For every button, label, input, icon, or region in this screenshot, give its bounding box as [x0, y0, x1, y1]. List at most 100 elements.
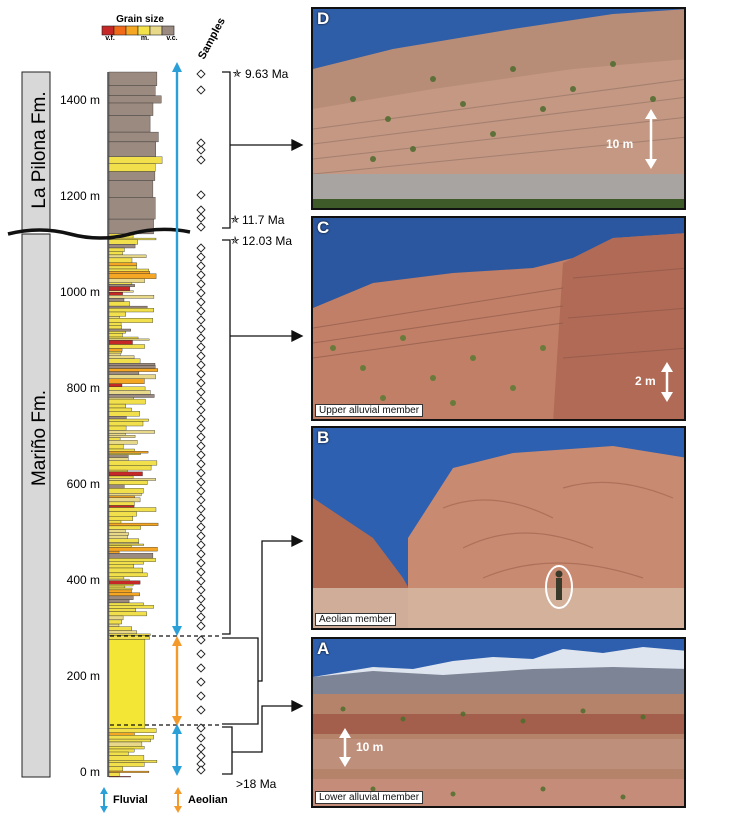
lithology-bed [108, 295, 155, 299]
lithology-bed [108, 95, 162, 104]
lithology-bed [108, 770, 150, 773]
lithology-bed [108, 611, 147, 617]
lithology-bed [108, 615, 124, 621]
lithology-bed [108, 480, 148, 485]
lithology-bed [108, 338, 150, 341]
fluvial-arrow-upper [172, 62, 182, 636]
lithology-bed [108, 585, 126, 589]
grain-size-title: Grain size [116, 14, 164, 25]
sample-diamond-icon [196, 723, 206, 733]
lithology-bed [108, 505, 135, 508]
lithology-bed [108, 587, 133, 591]
star-icon: ✯ [232, 68, 241, 80]
photo-d-scene [313, 9, 684, 208]
lithology-bed [108, 239, 138, 245]
bracket-lower [222, 699, 304, 775]
lithology-bed [108, 365, 156, 369]
lithology-bed [108, 460, 158, 466]
lithology-bed [108, 262, 137, 267]
lithology-bed [108, 635, 150, 640]
age-12-03: ✯ 12.03 Ma [230, 234, 292, 248]
lithology-bed [108, 738, 151, 743]
lithology-bed [108, 762, 145, 767]
depth-tick-1400: 1400 m [60, 93, 100, 107]
sample-diamond-icon [196, 297, 206, 307]
sample-diamond-icon [196, 612, 206, 622]
lithology-bed [108, 308, 154, 313]
lithology-bed [108, 411, 140, 417]
grain-size-swatch [137, 25, 151, 36]
lithology-bed [108, 760, 158, 763]
lithology-bed [108, 522, 159, 526]
unconformity-line [7, 227, 191, 240]
lithology-bed [108, 273, 157, 279]
depth-tick-200: 200 m [67, 669, 100, 683]
sample-diamond-icon [196, 743, 206, 753]
lithology-bed [108, 316, 120, 319]
sample-diamond-icon [196, 441, 206, 451]
lithology-bed [108, 397, 134, 400]
sample-diamond-icon [196, 594, 206, 604]
bracket-aeolian [222, 534, 304, 725]
lithology-bed [108, 553, 154, 559]
lithology-bed [108, 363, 156, 366]
sample-diamond-icon [196, 155, 206, 165]
lithology-bed [108, 497, 141, 503]
sample-diamond-icon [196, 765, 206, 775]
sample-diamond-icon [196, 405, 206, 415]
sample-diamond-icon [196, 558, 206, 568]
lithology-bed [108, 368, 158, 372]
sample-diamond-icon [196, 432, 206, 442]
lithology-bed [108, 623, 120, 627]
lithology-bed [108, 344, 145, 349]
photo-a-letter: A [317, 639, 330, 658]
lithology-bed [108, 471, 143, 477]
lithology-bed [108, 435, 136, 438]
age-label-12-03: 12.03 Ma [242, 234, 292, 248]
age-11-7: ✯ 11.7 Ma [230, 213, 284, 227]
sample-diamond-icon [196, 468, 206, 478]
lithology-bed [108, 547, 158, 552]
lithology-bed [108, 551, 120, 554]
sample-diamond-icon [196, 414, 206, 424]
lithology-bed [108, 741, 143, 747]
photo-b-caption: Aeolian member [315, 613, 396, 626]
depth-tick-400: 400 m [67, 573, 100, 587]
lithology-bed [108, 171, 156, 181]
lithology-bed [108, 453, 141, 455]
fluvial-arrow-lower [172, 724, 182, 776]
lithology-bed [108, 444, 124, 450]
lithology-bed [108, 430, 155, 434]
lithology-bed [108, 626, 132, 631]
lithology-bed [108, 311, 126, 317]
lithology-bed [108, 542, 139, 545]
person-highlight-icon [545, 565, 573, 609]
lithology-bed [108, 619, 122, 625]
lithology-bed [108, 352, 121, 356]
lithology-bed [108, 580, 141, 585]
lithology-bed [108, 576, 125, 580]
scale-arrow-icon [339, 728, 351, 767]
lithology-bed [108, 484, 125, 489]
photo-a-caption: Lower alluvial member [315, 791, 424, 804]
age-label-18: >18 Ma [236, 777, 277, 791]
sample-diamond-icon [196, 649, 206, 659]
photo-a: A 10 m Lower alluvial member [311, 637, 686, 808]
sample-diamond-icon [196, 576, 206, 586]
sample-diamond-icon [196, 222, 206, 232]
lithology-bed [108, 538, 139, 543]
lithology-bed [108, 532, 129, 536]
sample-diamond-icon [196, 585, 206, 595]
lithology-bed [108, 608, 136, 612]
lithology-bed [108, 599, 130, 604]
samples-label: Samples [196, 16, 228, 62]
lithology-bed [108, 433, 126, 436]
photo-a-scene [313, 639, 684, 806]
sample-diamond-icon [196, 270, 206, 280]
sample-diamond-icon [196, 69, 206, 79]
lithology-bed [108, 290, 134, 293]
sample-diamond-icon [196, 603, 206, 613]
sample-diamond-icon [196, 495, 206, 505]
